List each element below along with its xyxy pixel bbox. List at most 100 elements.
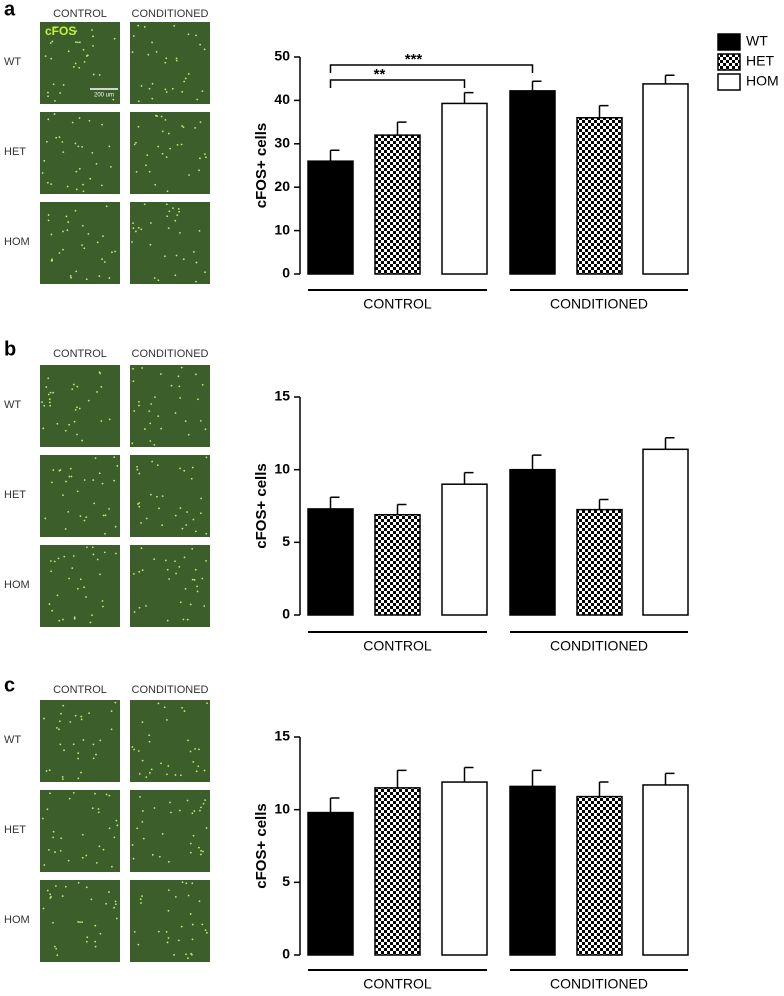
cell-dot bbox=[71, 121, 74, 124]
cell-dot bbox=[116, 824, 119, 827]
cell-dot bbox=[168, 210, 171, 213]
cell-dot bbox=[78, 117, 81, 119]
cell-dot bbox=[197, 398, 199, 401]
cell-dot bbox=[72, 792, 75, 794]
cell-dot bbox=[170, 811, 172, 814]
cell-dot bbox=[76, 587, 79, 590]
cell-dot bbox=[83, 479, 86, 481]
cell-dot bbox=[191, 882, 194, 885]
cell-dot bbox=[52, 469, 55, 471]
cell-dot bbox=[108, 827, 111, 830]
cell-dot bbox=[47, 118, 50, 121]
cell-dot bbox=[85, 940, 88, 943]
significance-label: *** bbox=[405, 51, 423, 68]
cell-dot bbox=[191, 548, 194, 550]
cell-dot bbox=[74, 62, 77, 65]
cell-dot bbox=[178, 809, 181, 812]
cell-dot bbox=[185, 882, 188, 885]
cell-dot bbox=[142, 837, 145, 840]
micrograph bbox=[130, 112, 210, 194]
cell-dot bbox=[82, 190, 85, 193]
cell-dot bbox=[149, 422, 152, 425]
cell-dot bbox=[79, 515, 82, 518]
cell-dot bbox=[179, 601, 182, 604]
cell-dot bbox=[67, 859, 70, 862]
cell-dot bbox=[104, 514, 107, 517]
cell-dot bbox=[167, 937, 170, 939]
cell-dot bbox=[92, 553, 95, 556]
cell-dot bbox=[77, 145, 80, 148]
cell-dot bbox=[97, 808, 100, 810]
cell-dot bbox=[47, 91, 49, 94]
cell-dot bbox=[131, 241, 133, 243]
cell-dot bbox=[190, 477, 193, 480]
y-tick-label: 15 bbox=[274, 388, 290, 404]
cell-dot bbox=[68, 475, 71, 478]
cell-dot bbox=[199, 157, 201, 160]
error-bar bbox=[664, 772, 675, 785]
cell-dot bbox=[138, 404, 140, 407]
micrograph bbox=[40, 700, 120, 782]
legend-swatch bbox=[717, 73, 741, 91]
cell-dot bbox=[194, 127, 196, 129]
cell-dot bbox=[133, 143, 136, 146]
cell-dot bbox=[89, 177, 92, 180]
cell-dot bbox=[85, 596, 87, 598]
legend-label: HET bbox=[746, 53, 774, 69]
cell-dot bbox=[108, 418, 111, 421]
cell-dot bbox=[137, 226, 140, 229]
cell-dot bbox=[45, 770, 48, 772]
cell-dot bbox=[55, 726, 58, 729]
cell-dot bbox=[131, 844, 134, 846]
cell-dot bbox=[198, 229, 201, 232]
cell-dot bbox=[151, 460, 154, 463]
micrograph bbox=[40, 545, 120, 627]
cell-dot bbox=[148, 170, 151, 173]
cell-dot bbox=[205, 456, 208, 459]
micrograph bbox=[40, 22, 120, 104]
cell-dot bbox=[68, 423, 71, 426]
cell-dot bbox=[102, 848, 105, 851]
cell-dot bbox=[138, 400, 140, 403]
cell-dot bbox=[101, 600, 104, 602]
cell-dot bbox=[86, 546, 88, 549]
cell-dot bbox=[160, 762, 162, 765]
cell-dot bbox=[192, 518, 195, 521]
legend-label: HOM bbox=[746, 73, 779, 89]
cell-dot bbox=[160, 115, 163, 118]
cell-dot bbox=[150, 768, 153, 771]
cell-dot bbox=[138, 570, 141, 573]
cell-dot bbox=[135, 170, 138, 173]
cell-dot bbox=[199, 853, 202, 856]
cell-dot bbox=[139, 796, 141, 798]
cell-dot bbox=[138, 505, 141, 508]
cell-dot bbox=[196, 98, 199, 101]
cell-dot bbox=[182, 126, 185, 129]
cell-dot bbox=[49, 897, 52, 899]
cell-dot bbox=[198, 900, 201, 903]
row-label: HET bbox=[4, 824, 26, 836]
cell-dot bbox=[98, 472, 101, 475]
cell-dot bbox=[174, 412, 177, 414]
cell-dot bbox=[43, 864, 46, 866]
cell-dot bbox=[197, 846, 200, 849]
cell-dot bbox=[183, 80, 186, 83]
row-label: WT bbox=[4, 399, 21, 411]
micrograph bbox=[40, 365, 120, 447]
cell-dot bbox=[154, 183, 157, 186]
cell-dot bbox=[46, 889, 49, 892]
cell-dot bbox=[96, 558, 99, 561]
cell-dot bbox=[51, 609, 54, 612]
cell-dot bbox=[44, 55, 47, 58]
x-tick-label: CONDITIONED bbox=[550, 296, 648, 312]
cell-dot bbox=[45, 386, 48, 388]
cell-dot bbox=[43, 717, 45, 720]
cell-dot bbox=[92, 743, 95, 746]
cell-dot bbox=[66, 185, 69, 188]
panel-label: c bbox=[4, 674, 15, 696]
cell-dot bbox=[178, 565, 181, 568]
cell-dot bbox=[57, 557, 60, 560]
cell-dot bbox=[69, 275, 72, 277]
cell-dot bbox=[90, 898, 93, 901]
cell-dot bbox=[48, 401, 51, 404]
